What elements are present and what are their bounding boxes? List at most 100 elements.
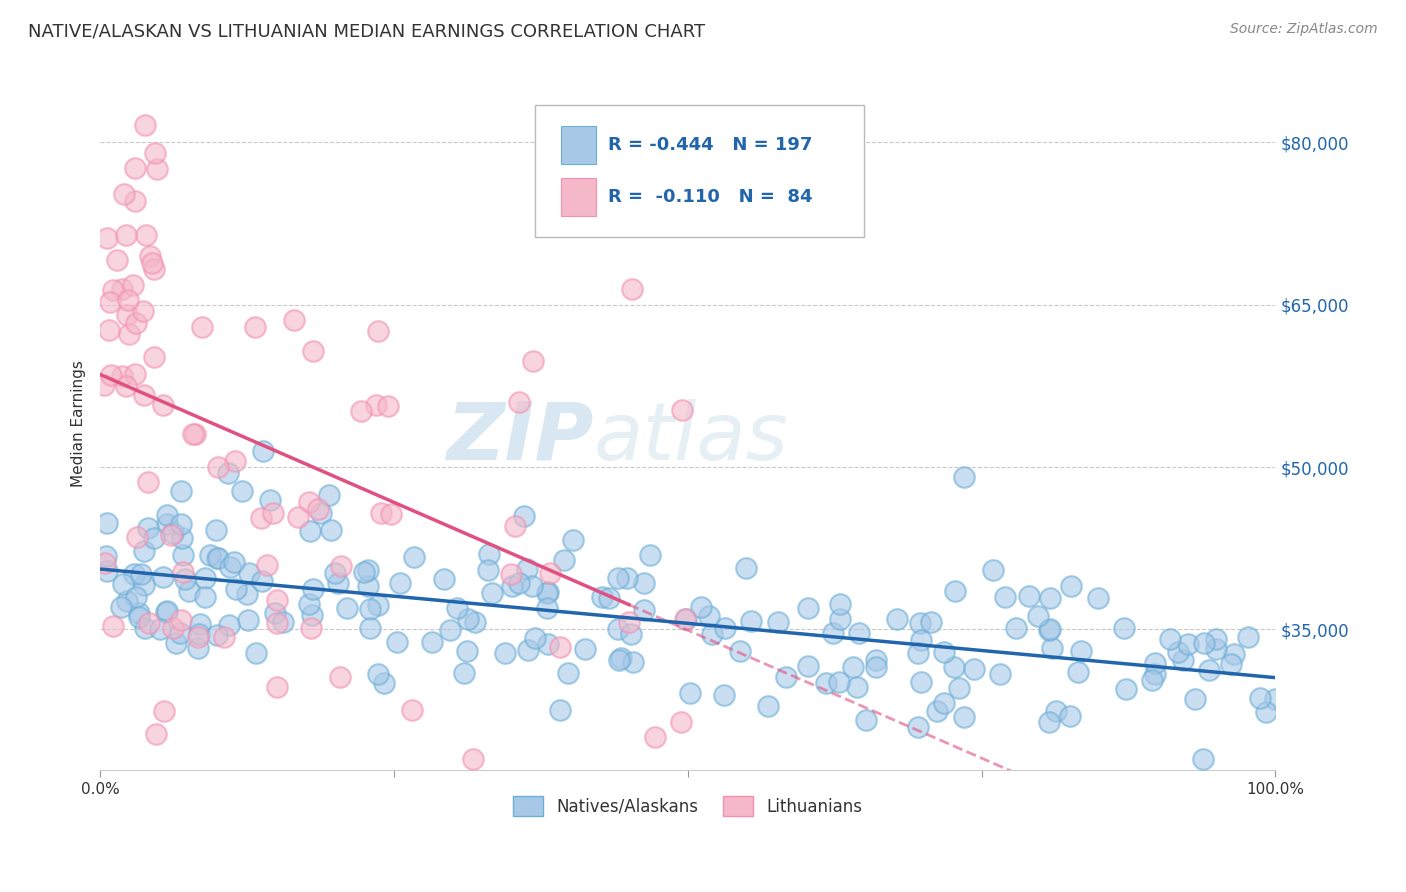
Point <box>1223 647 1246 661</box>
Point <box>1198 663 1220 677</box>
Point <box>1045 704 1067 718</box>
Point <box>224 555 246 569</box>
Point <box>97 323 120 337</box>
Point <box>367 667 389 681</box>
Point <box>134 388 156 402</box>
Point <box>1070 644 1092 658</box>
Point <box>740 614 762 628</box>
Point <box>1040 640 1063 655</box>
Point <box>356 579 378 593</box>
Point <box>264 606 287 620</box>
Point <box>224 454 246 468</box>
Point <box>910 616 932 631</box>
Point <box>673 611 696 625</box>
Y-axis label: Median Earnings: Median Earnings <box>72 360 86 487</box>
Point <box>865 660 887 674</box>
Point <box>598 591 620 605</box>
Point <box>145 727 167 741</box>
Point <box>537 585 560 599</box>
Point <box>124 367 146 381</box>
Point <box>139 249 162 263</box>
Point <box>1173 653 1195 667</box>
Point <box>238 566 260 581</box>
Point <box>1059 708 1081 723</box>
Point <box>1005 621 1028 635</box>
Point <box>638 549 661 563</box>
Text: Source: ZipAtlas.com: Source: ZipAtlas.com <box>1230 22 1378 37</box>
Point <box>948 681 970 696</box>
Point <box>188 616 211 631</box>
Point <box>633 603 655 617</box>
Point <box>330 559 353 574</box>
Point <box>262 506 284 520</box>
Point <box>236 586 259 600</box>
Point <box>522 579 544 593</box>
Point <box>205 524 228 538</box>
Point <box>231 484 253 499</box>
FancyBboxPatch shape <box>534 105 865 236</box>
Point <box>728 644 751 658</box>
Point <box>302 343 325 358</box>
FancyBboxPatch shape <box>561 126 596 164</box>
Point <box>214 630 236 644</box>
Point <box>830 597 852 611</box>
Point <box>328 575 350 590</box>
Point <box>367 324 389 338</box>
Point <box>186 630 208 644</box>
Point <box>124 590 146 604</box>
Point <box>524 632 547 646</box>
Point <box>536 600 558 615</box>
Point <box>100 368 122 382</box>
Point <box>336 601 359 615</box>
Point <box>96 516 118 530</box>
Point <box>194 590 217 604</box>
Point <box>1142 673 1164 687</box>
Point <box>522 353 544 368</box>
Point <box>250 574 273 588</box>
Point <box>124 161 146 175</box>
Point <box>796 658 818 673</box>
Point <box>1167 645 1189 659</box>
Point <box>557 666 579 681</box>
Point <box>134 578 156 592</box>
Point <box>495 646 517 660</box>
Point <box>675 612 697 626</box>
Point <box>907 720 929 734</box>
Point <box>1039 623 1062 637</box>
Point <box>172 565 194 579</box>
Point <box>633 576 655 591</box>
Point <box>934 645 956 659</box>
Point <box>953 470 976 484</box>
Point <box>1028 608 1050 623</box>
Point <box>252 444 274 458</box>
Point <box>299 621 322 635</box>
Point <box>388 575 411 590</box>
Point <box>101 619 124 633</box>
Point <box>112 186 135 201</box>
Point <box>690 600 713 615</box>
Point <box>155 605 177 619</box>
Point <box>377 399 399 413</box>
Point <box>110 600 132 615</box>
Point <box>553 553 575 567</box>
Point <box>156 508 179 523</box>
Point <box>287 509 309 524</box>
Point <box>617 615 640 630</box>
Point <box>132 544 155 558</box>
Point <box>855 713 877 727</box>
Point <box>815 676 838 690</box>
Point <box>963 662 986 676</box>
Point <box>932 696 955 710</box>
Point <box>517 643 540 657</box>
Point <box>1236 630 1258 644</box>
Point <box>117 326 139 341</box>
Point <box>100 294 122 309</box>
Point <box>1038 623 1060 637</box>
Point <box>136 475 159 490</box>
Point <box>169 625 191 640</box>
Point <box>942 659 965 673</box>
Point <box>886 611 908 625</box>
Point <box>93 378 115 392</box>
Point <box>775 670 797 684</box>
Point <box>225 582 247 596</box>
